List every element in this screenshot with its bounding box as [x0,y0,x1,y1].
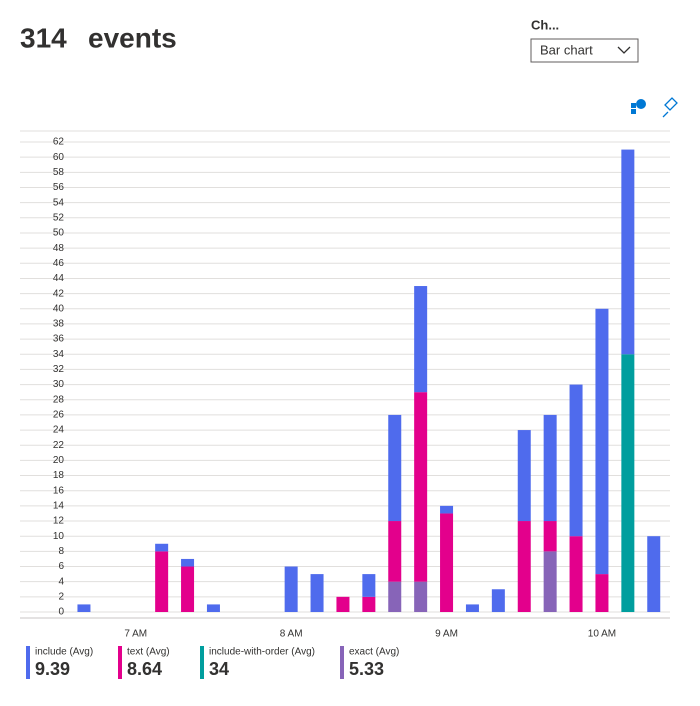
x-tick-label: 7 AM [124,629,147,640]
y-tick-label: 8 [58,546,64,557]
bar-segment [543,521,557,552]
bar-segment [517,521,531,612]
icon-part[interactable] [631,109,636,114]
bar-segment [181,558,195,567]
icon-part[interactable] [631,103,636,108]
y-tick-label: 16 [53,485,65,496]
y-tick-label: 34 [53,349,65,360]
y-tick-label: 12 [53,516,65,527]
y-tick-label: 10 [53,531,65,542]
bar-segment [414,286,428,393]
bar-segment [206,604,220,612]
bar-segment [414,392,428,582]
y-tick-label: 14 [53,501,65,512]
bar-segment [181,566,195,612]
bar-segment [595,574,609,612]
dropdown-value[interactable]: Bar chart [540,42,593,57]
bar-segment [77,604,91,612]
y-tick-label: 60 [53,152,65,163]
bar-segment [440,513,454,612]
bar-segment [388,521,402,582]
y-tick-label: 24 [53,425,65,436]
legend-name: exact (Avg) [349,647,399,658]
y-tick-label: 46 [53,258,65,269]
y-tick-label: 6 [58,561,64,572]
y-tick-label: 58 [53,167,65,178]
bar-segment [284,566,298,612]
y-tick-label: 4 [58,576,64,587]
x-tick-label: 10 AM [588,629,616,640]
bar-segment [543,551,557,612]
legend-value: 34 [209,659,229,679]
y-tick-label: 22 [53,440,65,451]
legend-name: include-with-order (Avg) [209,647,315,658]
bar-segment [621,149,635,355]
y-tick-label: 44 [53,273,65,284]
legend-value: 5.33 [349,659,384,679]
x-tick-label: 8 AM [280,629,303,640]
y-tick-label: 30 [53,379,65,390]
y-tick-label: 36 [53,334,65,345]
y-tick-label: 20 [53,455,65,466]
dropdown-box[interactable] [530,38,639,63]
bar-segment [465,604,479,612]
bar-segment [517,430,531,522]
pin-icon[interactable] [662,97,678,118]
y-tick-label: 54 [53,197,65,208]
dropdown-chevron[interactable] [617,46,631,54]
y-tick-label: 42 [53,288,65,299]
bar-segment [491,589,505,612]
bar-segment [569,536,583,612]
chart-type-dropdown[interactable]: Bar chart [530,38,639,63]
bar-segment [543,414,557,522]
legend-name: text (Avg) [127,647,170,658]
y-tick-label: 28 [53,394,65,405]
legend-swatch [26,646,30,679]
bar-segment [414,581,428,612]
y-tick-label: 52 [53,212,65,223]
bar-segment [362,574,376,597]
y-tick-label: 50 [53,228,65,239]
y-tick-label: 56 [53,182,65,193]
x-tick-label: 9 AM [435,629,458,640]
bar-segment [155,551,169,612]
control-label: Ch... [531,17,559,32]
y-tick-label: 40 [53,303,65,314]
y-tick-label: 38 [53,319,65,330]
bar-segment [647,536,661,612]
bar-segment [388,581,402,612]
bar-segment [155,543,169,552]
y-tick-label: 48 [53,243,65,254]
bar-segment [362,596,376,612]
bar-segment [336,596,350,612]
event-count: 314 [20,22,67,53]
icon-part[interactable] [636,99,646,109]
event-label: events [88,22,177,53]
bar-segment [569,384,583,537]
bar-segment [621,354,635,612]
y-tick-label: 18 [53,470,65,481]
y-tick-label: 0 [58,607,64,618]
legend-value: 8.64 [127,659,162,679]
y-tick-label: 2 [58,591,64,602]
y-tick-label: 32 [53,364,65,375]
legend-swatch [340,646,344,679]
legend-swatch [118,646,122,679]
bar-segment [310,574,324,612]
legend-swatch [200,646,204,679]
bar-segment [388,414,402,522]
legend-name: include (Avg) [35,647,93,658]
bar-segment [440,505,454,514]
y-tick-label: 26 [53,410,65,421]
bar-segment [595,308,609,575]
y-tick-label: 62 [53,137,65,148]
legend-value: 9.39 [35,659,70,679]
insights-icon[interactable] [631,99,646,114]
